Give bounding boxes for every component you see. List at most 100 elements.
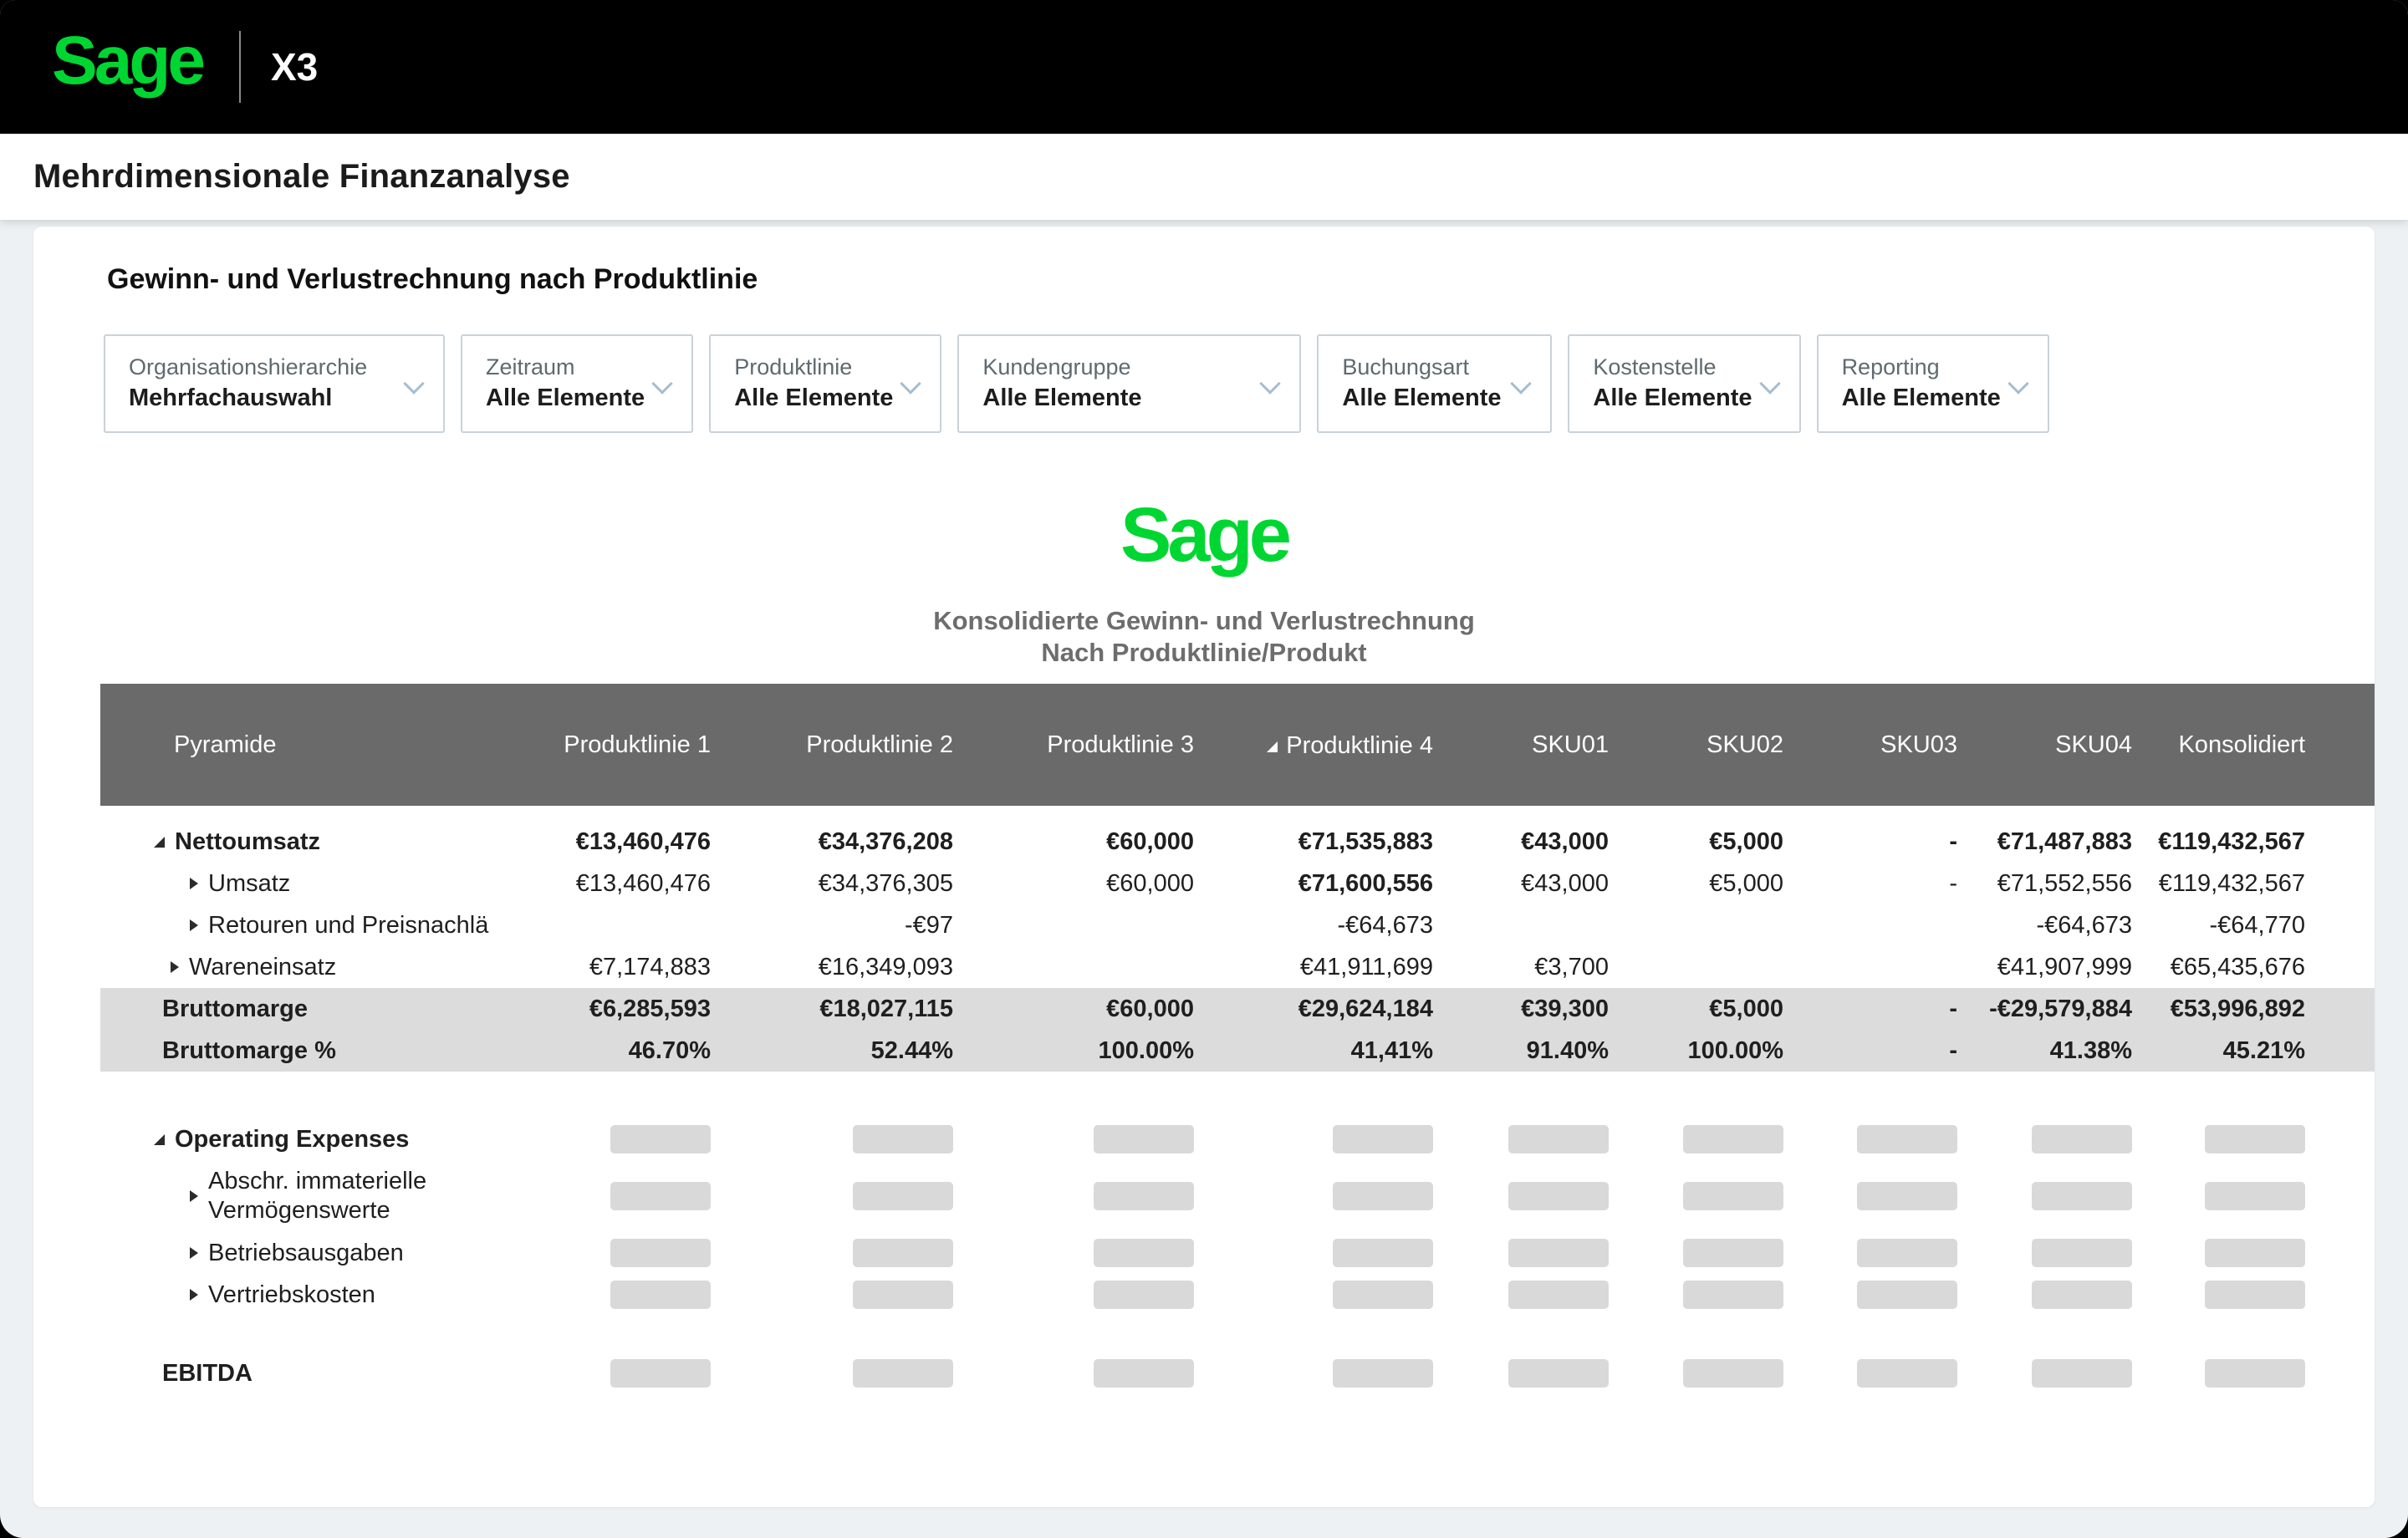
column-header-produktlinie-2[interactable]: Produktlinie 2 bbox=[711, 684, 953, 806]
filter-value: Alle Elemente bbox=[734, 384, 894, 411]
placeholder-bar bbox=[2032, 1239, 2132, 1268]
cell: €60,000 bbox=[1106, 869, 1194, 897]
cell-loading bbox=[1433, 1274, 1609, 1316]
column-header-sku03[interactable]: SKU03 bbox=[1783, 684, 1957, 806]
row-collapsed-icon[interactable] bbox=[190, 878, 198, 889]
cell-loading bbox=[711, 1160, 953, 1232]
cell-loading bbox=[1433, 1232, 1609, 1274]
row-label-cell: EBITDA bbox=[100, 1352, 460, 1394]
cell: -€64,673 bbox=[2036, 911, 2133, 939]
cell bbox=[1433, 904, 1609, 946]
cell-loading bbox=[1609, 1274, 1783, 1316]
filter-reporting[interactable]: Reporting Alle Elemente bbox=[1816, 334, 2049, 433]
filter-value: Alle Elemente bbox=[1593, 384, 1752, 411]
filter-kostenstelle[interactable]: Kostenstelle Alle Elemente bbox=[1568, 334, 1801, 433]
row-label-cell[interactable]: Vertriebskosten bbox=[100, 1274, 460, 1316]
report-subtitle: Konsolidierte Gewinn- und Verlustrechnun… bbox=[33, 605, 2375, 669]
filter-buchungsart[interactable]: Buchungsart Alle Elemente bbox=[1317, 334, 1553, 433]
cell: 45.21% bbox=[2132, 1030, 2375, 1072]
placeholder-bar bbox=[2205, 1182, 2305, 1211]
section-title: Gewinn- und Verlustrechnung nach Produkt… bbox=[107, 263, 758, 295]
filter-kundengruppe[interactable]: Kundengruppe Alle Elemente bbox=[957, 334, 1302, 433]
cell: €5,000 bbox=[1709, 828, 1783, 855]
placeholder-bar bbox=[1333, 1239, 1433, 1268]
row-collapsed-icon[interactable] bbox=[190, 919, 198, 931]
cell: €18,027,115 bbox=[711, 988, 953, 1030]
cell-loading bbox=[1194, 1232, 1433, 1274]
placeholder-bar bbox=[610, 1182, 711, 1211]
column-expanded-icon[interactable] bbox=[1267, 741, 1278, 752]
filter-produktlinie[interactable]: Produktlinie Alle Elemente bbox=[709, 334, 942, 433]
cell-loading bbox=[460, 1160, 711, 1232]
column-header-sku01[interactable]: SKU01 bbox=[1433, 684, 1609, 806]
placeholder-bar bbox=[1857, 1281, 1957, 1310]
placeholder-bar bbox=[1333, 1281, 1433, 1310]
chevron-down-icon bbox=[1259, 373, 1282, 395]
row-label: Vertriebskosten bbox=[208, 1281, 375, 1308]
cell: -€29,579,884 bbox=[1957, 988, 2132, 1030]
cell: €16,349,093 bbox=[818, 953, 953, 980]
cell-loading bbox=[711, 1232, 953, 1274]
cell-loading bbox=[1957, 1352, 2132, 1394]
row-label-cell[interactable]: Betriebsausgaben bbox=[100, 1232, 460, 1274]
row-collapsed-icon[interactable] bbox=[190, 1190, 198, 1202]
row-label-cell[interactable]: Abschr. immaterielle Vermögenswerte bbox=[100, 1160, 460, 1232]
cell-loading bbox=[711, 1118, 953, 1160]
cell-loading bbox=[1433, 1352, 1609, 1394]
row-label-cell: Bruttomarge % bbox=[100, 1030, 460, 1072]
cell: €13,460,476 bbox=[575, 869, 711, 897]
cell-loading bbox=[1433, 1118, 1609, 1160]
placeholder-bar bbox=[1857, 1359, 1957, 1388]
row-collapsed-icon[interactable] bbox=[190, 1247, 198, 1259]
row-label-cell[interactable]: Nettoumsatz bbox=[100, 821, 460, 863]
row-collapsed-icon[interactable] bbox=[171, 961, 179, 973]
table-row-ebitda: EBITDA bbox=[100, 1352, 2375, 1394]
placeholder-bar bbox=[1508, 1125, 1609, 1154]
placeholder-bar bbox=[1508, 1182, 1609, 1211]
cell-loading bbox=[1194, 1352, 1433, 1394]
filter-label: Kundengruppe bbox=[982, 354, 1131, 379]
column-header-sku04[interactable]: SKU04 bbox=[1957, 684, 2132, 806]
filter-bar: Organisationshierarchie Mehrfachauswahl … bbox=[104, 334, 2375, 433]
placeholder-bar bbox=[1508, 1281, 1609, 1310]
column-header-pyramide[interactable]: Pyramide bbox=[100, 684, 460, 806]
filter-label: Zeitraum bbox=[486, 354, 575, 379]
row-collapsed-icon[interactable] bbox=[190, 1289, 198, 1301]
row-expanded-icon[interactable] bbox=[154, 836, 165, 848]
cell: €39,300 bbox=[1433, 988, 1609, 1030]
filter-label: Kostenstelle bbox=[1593, 354, 1717, 379]
cell-loading bbox=[2132, 1274, 2375, 1316]
chevron-down-icon bbox=[403, 373, 425, 395]
cell bbox=[953, 904, 1194, 946]
row-expanded-icon[interactable] bbox=[154, 1133, 165, 1145]
column-header-produktlinie-1[interactable]: Produktlinie 1 bbox=[460, 684, 711, 806]
row-label-cell[interactable]: Operating Expenses bbox=[100, 1118, 460, 1160]
row-label-cell[interactable]: Wareneinsatz bbox=[100, 946, 460, 988]
cell: €34,376,208 bbox=[818, 828, 953, 855]
cell: €71,535,883 bbox=[1298, 828, 1433, 855]
column-header-konsolidiert[interactable]: Konsolidiert bbox=[2132, 684, 2375, 806]
table-row-operating-expenses: Operating Expenses bbox=[100, 1118, 2375, 1160]
row-label-cell[interactable]: Umsatz bbox=[100, 863, 460, 904]
main-area: Gewinn- und Verlustrechnung nach Produkt… bbox=[0, 220, 2408, 1538]
cell: -€64,673 bbox=[1337, 911, 1434, 939]
filter-zeitraum[interactable]: Zeitraum Alle Elemente bbox=[461, 334, 694, 433]
placeholder-bar bbox=[2205, 1281, 2305, 1310]
cell-loading bbox=[1609, 1232, 1783, 1274]
filter-organisationshierarchie[interactable]: Organisationshierarchie Mehrfachauswahl bbox=[104, 334, 445, 433]
cell-loading bbox=[1433, 1160, 1609, 1232]
table-row-vertriebskosten: Vertriebskosten bbox=[100, 1274, 2375, 1316]
cell: -€64,770 bbox=[2209, 911, 2306, 939]
column-header-sku02[interactable]: SKU02 bbox=[1609, 684, 1783, 806]
column-header-produktlinie-3[interactable]: Produktlinie 3 bbox=[953, 684, 1194, 806]
placeholder-bar bbox=[1683, 1281, 1783, 1310]
placeholder-bar bbox=[610, 1125, 711, 1154]
cell: €5,000 bbox=[1609, 988, 1783, 1030]
chevron-down-icon bbox=[1758, 373, 1781, 395]
placeholder-bar bbox=[610, 1359, 711, 1388]
table-row-wareneinsatz: Wareneinsatz €7,174,883 €16,349,093 €41,… bbox=[100, 946, 2375, 988]
cell: 100.00% bbox=[953, 1030, 1194, 1072]
column-header-produktlinie-4[interactable]: Produktlinie 4 bbox=[1194, 684, 1433, 806]
row-label-cell[interactable]: Retouren und Preisnachlä bbox=[100, 904, 488, 946]
